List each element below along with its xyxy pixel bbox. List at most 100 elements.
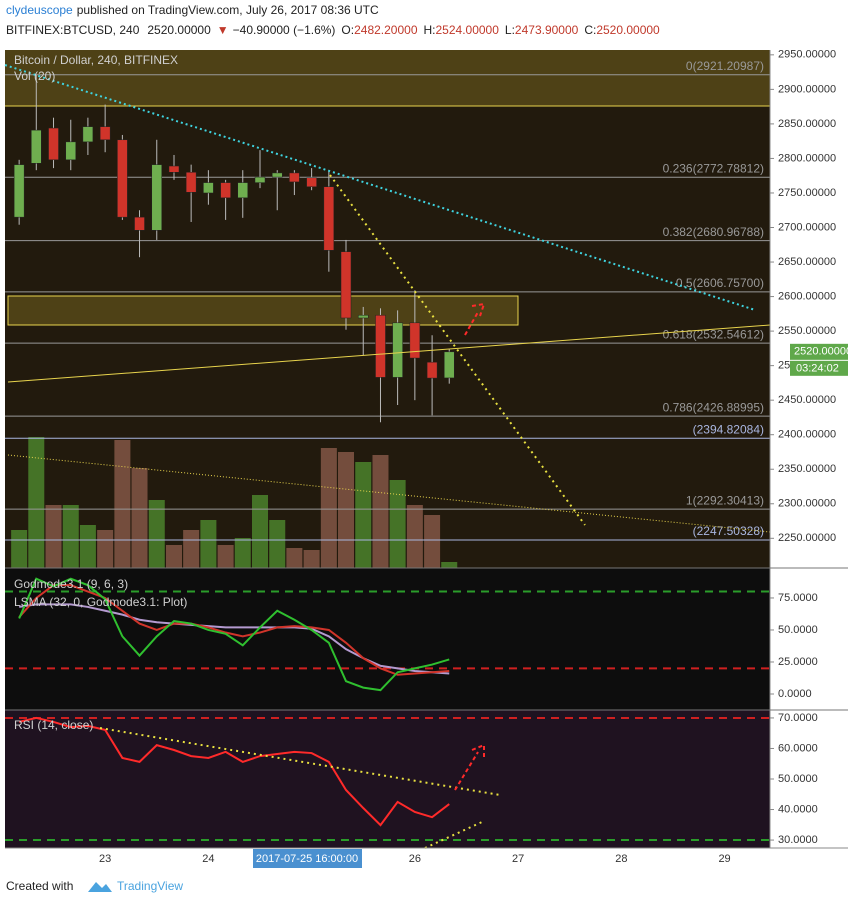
y-tick-label: 50.0000 — [778, 773, 818, 785]
arrow — [464, 302, 486, 336]
series-line — [18, 584, 450, 676]
arrow: ▼ — [217, 23, 229, 37]
candle-body — [31, 129, 42, 164]
candle-body — [306, 177, 317, 188]
candle-body — [168, 165, 180, 173]
volume-bar — [97, 530, 114, 568]
candle-body — [237, 182, 249, 199]
y-tick-label: 2950.00000 — [778, 49, 836, 61]
x-tick-label: 29 — [718, 853, 730, 865]
trend-line — [99, 727, 501, 796]
y-tick-label: 2350.00000 — [778, 463, 836, 475]
level-label: 0(2921.20987) — [686, 59, 764, 73]
zone — [7, 295, 519, 326]
volume-bar — [28, 437, 45, 568]
volume-bar — [252, 495, 268, 568]
crosshair-badge — [253, 849, 362, 868]
brand[interactable]: TradingView — [117, 879, 183, 893]
volume-label: Vol (20) — [14, 69, 55, 83]
volume-bar — [131, 468, 148, 568]
rsi-pane — [5, 710, 770, 848]
crosshair-label: 2017-07-25 16:00:00 — [256, 853, 358, 865]
candle-body — [409, 322, 421, 359]
ohlc-value: 2482.20000 — [354, 23, 418, 37]
footer: Created with TradingView — [6, 879, 183, 893]
y-tick-label: 2550.00000 — [778, 325, 836, 337]
candle-body — [82, 126, 94, 143]
y-tick-label: 2900.00000 — [778, 83, 836, 95]
price-badge-label: 2520.00000 — [794, 346, 848, 358]
y-tick-label: 2800.00000 — [778, 152, 836, 164]
candle-body — [426, 361, 438, 379]
header-line: clydeuscope published on TradingView.com,… — [6, 3, 379, 17]
candle-body — [357, 314, 369, 319]
candle-body — [134, 216, 145, 231]
countdown-label: 03:24:02 — [796, 363, 839, 375]
x-tick-label: 23 — [99, 853, 111, 865]
ohlc-value: 2520.00000 — [596, 23, 660, 37]
level-label: (2247.50328) — [693, 524, 764, 538]
y-tick-label: 2250.00000 — [778, 532, 836, 544]
x-tick-label: 24 — [202, 853, 214, 865]
volume-bar — [320, 448, 337, 568]
volume-bar — [441, 562, 458, 568]
level-label: 0.382(2680.96788) — [663, 225, 764, 239]
volume-bar — [79, 525, 96, 568]
x-tick-label: 27 — [512, 853, 524, 865]
y-tick-label: 2700.00000 — [778, 221, 836, 233]
arrow — [454, 743, 485, 791]
volume-bar — [234, 538, 251, 568]
y-tick-label: 0.0000 — [778, 688, 812, 700]
y-tick-label: 2400.00000 — [778, 429, 836, 441]
trend-line — [4, 64, 756, 311]
price-badge — [790, 343, 848, 360]
y-tick-label: 40.0000 — [778, 803, 818, 815]
footer-text: Created with — [6, 879, 73, 893]
volume-bar — [217, 545, 234, 568]
volume-bar — [269, 520, 286, 568]
ohlc-value: 2524.00000 — [436, 23, 500, 37]
volume-bar — [166, 545, 183, 568]
trend-line — [7, 324, 771, 383]
series-line — [18, 603, 450, 675]
countdown-badge — [790, 360, 848, 376]
author[interactable]: clydeuscope — [6, 3, 73, 17]
pane-title: RSI (14, close) — [14, 718, 93, 732]
price: 2520.00000 — [147, 23, 211, 37]
level-label: 0.786(2426.88995) — [663, 400, 764, 414]
y-tick-label: 2450.00000 — [778, 394, 836, 406]
symbol-line: BITFINEX:BTCUSD, 240 2520.00000 ▼ −40.90000… — [6, 23, 660, 37]
level-label: 1(2292.30413) — [686, 493, 764, 507]
candle-body — [323, 186, 335, 251]
volume-bar — [303, 550, 320, 568]
change: −40.90000 (−1.6%) — [233, 23, 336, 37]
volume-bar — [337, 452, 354, 568]
volume-bar — [45, 505, 62, 568]
ohlc-key: H: — [424, 23, 436, 37]
y-tick-label: 2650.00000 — [778, 256, 836, 268]
ohlc-key: O: — [341, 23, 354, 37]
level-label: (2394.82084) — [693, 422, 764, 436]
candle-body — [203, 182, 214, 194]
ohlc-key: C: — [584, 23, 596, 37]
volume-bar — [424, 515, 441, 568]
y-tick-label: 75.0000 — [778, 592, 818, 604]
candle-body — [392, 322, 403, 378]
volume-bar — [148, 500, 165, 568]
x-tick-label: 28 — [615, 853, 627, 865]
y-tick-label: 2300.00000 — [778, 498, 836, 510]
candle-body — [271, 172, 283, 178]
series-line — [18, 716, 450, 827]
candle-body — [443, 351, 455, 379]
ohlc-key: L: — [505, 23, 515, 37]
plot: 2950.00000 2900.00000 2850.00000 2800.00000… — [5, 49, 848, 868]
y-tick-label: 25.0000 — [778, 656, 818, 668]
volume-bar — [372, 455, 389, 568]
trend-line — [424, 821, 483, 849]
level-label: 0.236(2772.78812) — [663, 161, 764, 175]
y-tick-label: 60.0000 — [778, 742, 818, 754]
candle-body — [254, 176, 266, 183]
y-tick-label: 30.0000 — [778, 834, 818, 846]
published: published on TradingView.com, July 26, 2… — [77, 3, 379, 17]
